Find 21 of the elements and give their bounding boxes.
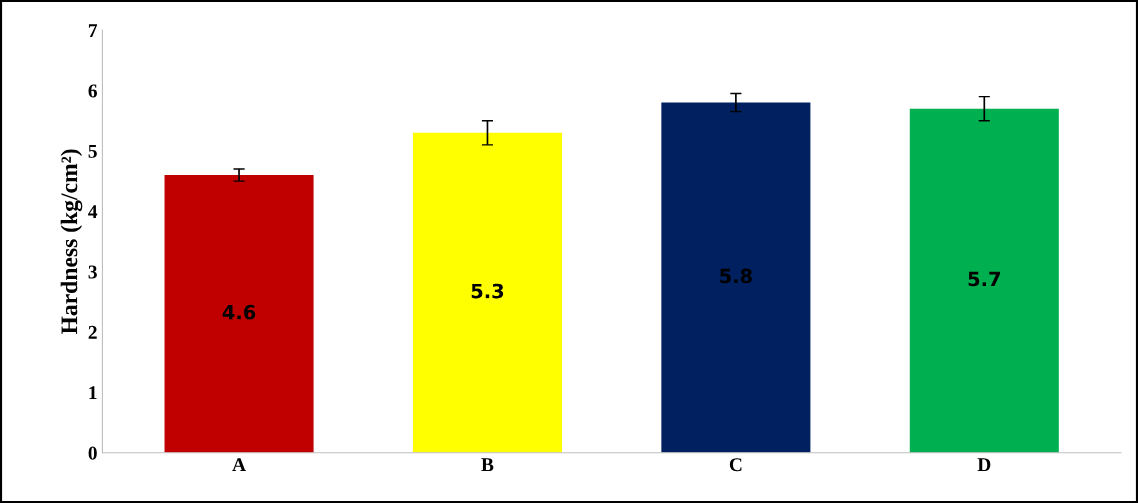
y-tick-label: 4 — [88, 205, 98, 219]
y-tick-label: 5 — [88, 144, 97, 158]
x-tick-label: A — [232, 458, 246, 472]
data-label: 5.3 — [471, 283, 504, 299]
x-tick-label: B — [481, 458, 494, 472]
x-tick-label: D — [977, 458, 991, 472]
x-tick-label: C — [729, 458, 742, 472]
y-tick-label: 2 — [88, 325, 97, 339]
data-label: 5.8 — [720, 268, 752, 284]
y-tick-label: 1 — [89, 386, 97, 400]
y-axis-title: Hardness (kg/cm²) — [60, 149, 83, 335]
data-label: 5.7 — [968, 271, 1000, 287]
bar — [909, 108, 1059, 453]
bar — [164, 175, 314, 453]
y-tick-label: 7 — [88, 24, 98, 37]
y-tick-label: 6 — [88, 84, 97, 98]
data-label: 4.6 — [222, 304, 256, 320]
y-tick-label: 0 — [88, 446, 97, 460]
bar — [412, 132, 562, 453]
y-tick-label: 3 — [88, 265, 97, 279]
bar — [661, 102, 811, 453]
